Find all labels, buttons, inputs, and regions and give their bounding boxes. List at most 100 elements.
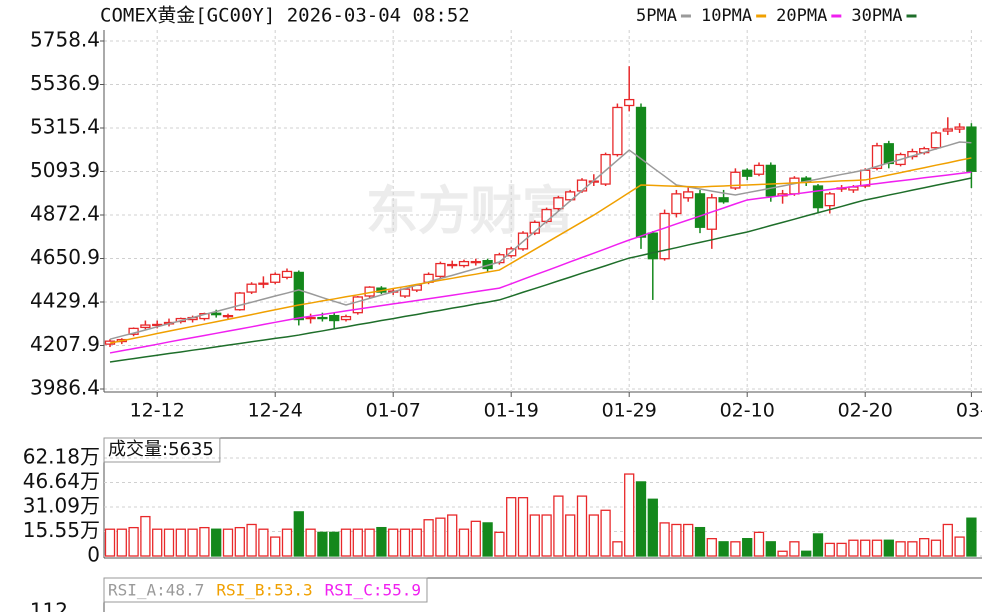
volume-bar [187,528,198,557]
candle-body [435,262,446,278]
volume-bar [305,528,316,557]
candle-body [789,177,800,195]
volume-bar [777,550,788,557]
volume-bar [588,514,599,557]
volume-bar [128,526,139,557]
x-tick-label: 01-19 [484,400,539,422]
volume-bar [470,520,481,557]
candle-body [635,106,647,238]
candle-body [352,296,363,314]
volume-bar [624,473,635,557]
candle-body [317,316,328,320]
volume-bar [340,528,352,557]
candle-body [258,282,269,285]
volume-bar [163,528,175,557]
volume-bar [694,526,706,557]
volume-bar [836,542,847,557]
volume-bar [435,517,446,557]
y-tick-label: 4650.9 [30,245,100,269]
volume-bar [907,541,918,557]
y-tick-label: 4207.9 [30,332,100,356]
volume-bar [411,528,422,557]
volume-bar [222,528,234,557]
panel-title-box [103,577,428,603]
candle-body [234,292,245,311]
candle-body [647,232,658,260]
candle-body [458,260,470,267]
volume-bar [447,514,458,557]
candle-body [612,106,623,156]
volume-bar [494,531,505,557]
candle-body [683,191,694,199]
candle-body [954,126,965,130]
volume-bar [919,538,930,557]
volume-bar [930,539,942,557]
candle-body [742,169,753,177]
x-tick-label: 12-24 [248,400,303,422]
candle-body [447,263,458,267]
candle-body [329,314,340,322]
moving-average [109,141,972,340]
candle-body [624,98,635,107]
volume-bar [211,528,222,557]
volume-bar [104,528,116,557]
x-tick-label: 12-12 [130,400,185,422]
legend-label: 10PMA [701,6,752,26]
x-tick-label: 02-20 [838,400,893,422]
volume-bar [789,541,800,557]
candle-body [930,132,942,149]
candle-body [470,260,481,264]
chart-title: COMEX黄金[GC00Y] 2026-03-04 08:52 [100,5,470,27]
candle-body [553,197,564,210]
candle-body [765,164,776,197]
volume-bar [742,538,753,557]
volume-bar [317,531,328,557]
y-tick-label: 112 [30,599,68,612]
volume-bar [824,542,835,557]
volume-bar [801,550,812,557]
rsi-label: RSI_C:55.9 [325,581,421,600]
candle-body [753,164,765,175]
legend-label: 30PMA [851,6,902,26]
volume-bar [765,541,776,557]
volume-bar [246,523,257,557]
volume-bar [718,541,729,557]
volume-bar [812,533,824,557]
volume-bar [364,528,375,557]
candle-body [883,143,894,165]
y-tick-label: 5093.9 [30,158,100,182]
candle-body [576,179,588,192]
volume-bar [281,528,293,557]
volume-bar [647,498,658,557]
y-tick-label: 5758.4 [30,28,100,52]
candle-body [222,314,234,318]
candle-body [305,316,316,320]
candle-body [659,212,670,260]
volume-bar [482,522,493,557]
candle-body [340,315,352,321]
volume-bar [942,523,953,557]
candle-body [824,193,835,207]
y-tick-label: 46.64万 [23,469,100,493]
y-tick-label: 62.18万 [23,445,100,469]
x-tick-label: 02-10 [720,400,775,422]
candle-body [860,169,871,187]
volume-bar [683,523,694,557]
rsi-label: RSI_B:53.3 [216,581,312,600]
volume-bar [376,526,387,557]
volume-bar [565,514,576,557]
candle-body [730,171,741,189]
candle-body [246,283,257,293]
volume-bar [706,538,717,557]
candle-body [942,128,953,132]
y-tick-label: 31.09万 [23,494,100,518]
candle-body [565,191,576,201]
candle-body [718,197,729,203]
candle-body [140,324,151,329]
panel-title: 成交量:5635 [108,439,214,460]
volume-bar [848,539,859,557]
legend-label: 5PMA [636,6,677,26]
y-tick-label: 4429.4 [30,289,100,313]
volume-bar [612,541,623,557]
